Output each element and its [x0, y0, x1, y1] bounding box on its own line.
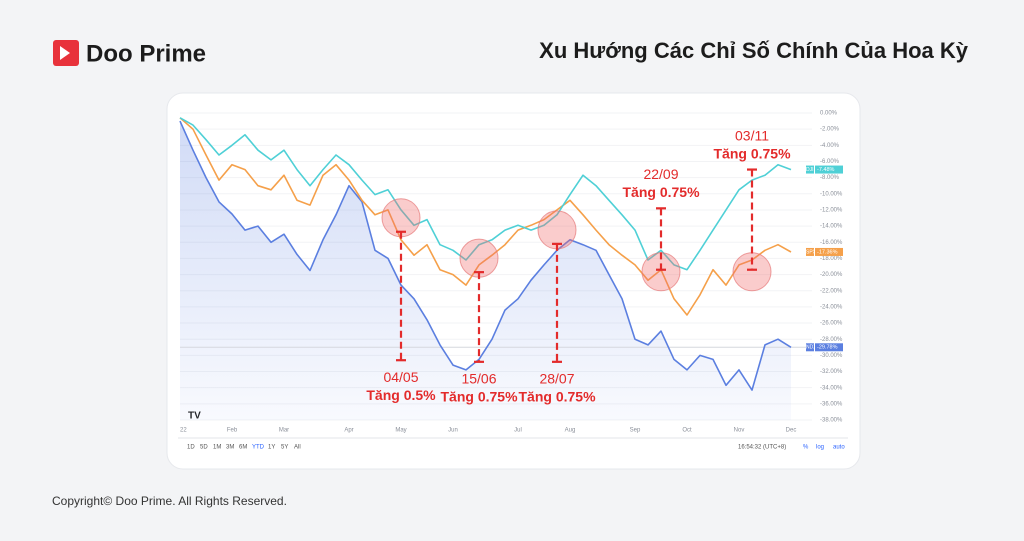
y-tick-label: -4.00%: [820, 143, 840, 149]
y-tick-label: -14.00%: [820, 224, 843, 230]
range-button[interactable]: YTD: [252, 445, 265, 451]
y-tick-label: -24.00%: [820, 304, 843, 310]
y-tick-label: -10.00%: [820, 191, 843, 197]
range-button[interactable]: 5D: [200, 445, 208, 451]
series-tag: -29.78%: [817, 345, 838, 351]
logo-arrow: [60, 46, 70, 60]
series-name: DJI: [806, 167, 814, 173]
price-tag: [806, 343, 814, 352]
x-tick-label: Mar: [279, 428, 289, 434]
y-tick-label: 0.00%: [820, 111, 838, 117]
annotation-text: Tăng 0.5%: [366, 387, 436, 403]
y-tick-label: -26.00%: [820, 321, 843, 327]
y-tick-label: -34.00%: [820, 385, 843, 391]
series-tag: -7.48%: [817, 167, 835, 173]
line: [179, 117, 792, 316]
range-button[interactable]: 5Y: [281, 445, 288, 451]
x-tick-label: Feb: [227, 428, 238, 434]
price-tag-value: [815, 165, 843, 174]
annotation-date: 03/11: [735, 127, 769, 143]
x-tick-label: Jul: [514, 428, 522, 434]
price-tag: [806, 165, 814, 174]
y-tick-label: -18.00%: [820, 256, 843, 262]
range-button[interactable]: 3M: [226, 445, 234, 451]
x-tick-label: Apr: [344, 428, 353, 434]
y-tick-label: -6.00%: [820, 159, 840, 165]
x-tick-label: Jun: [448, 428, 458, 434]
y-tick-label: -8.00%: [820, 175, 840, 181]
line: [179, 120, 792, 391]
y-tick-label: -32.00%: [820, 369, 843, 375]
y-tick-label: -20.00%: [820, 272, 843, 278]
annotation-date: 22/09: [643, 166, 678, 182]
y-tick-label: -12.00%: [820, 208, 843, 214]
annotation-text: Tăng 0.75%: [440, 389, 518, 405]
range-button[interactable]: 1D: [187, 445, 195, 451]
y-tick-label: -28.00%: [820, 337, 843, 343]
range-button[interactable]: 1Y: [268, 445, 275, 451]
x-tick-label: Nov: [734, 428, 745, 434]
annotation-date: 15/06: [461, 371, 496, 387]
price-tag: [806, 247, 814, 256]
scale-option[interactable]: auto: [833, 445, 845, 451]
price-tag-value: [815, 247, 843, 256]
annotation-text: Tăng 0.75%: [622, 184, 700, 200]
range-button[interactable]: 6M: [239, 445, 247, 451]
price-tag-value: [815, 343, 843, 352]
y-tick-label: -30.00%: [820, 353, 843, 359]
y-tick-label: -2.00%: [820, 127, 840, 133]
page-title: Xu Hướng Các Chỉ Số Chính Của Hoa Kỳ: [539, 38, 969, 63]
range-button[interactable]: All: [294, 445, 301, 451]
line: [179, 117, 792, 271]
x-tick-label: Sep: [630, 428, 641, 434]
x-tick-label: Aug: [565, 428, 576, 434]
x-tick-label: Dec: [786, 428, 797, 434]
series-name: SPX: [806, 249, 817, 255]
y-tick-label: -38.00%: [820, 418, 843, 424]
annotation-text: Tăng 0.75%: [713, 145, 791, 161]
annotation-date: 28/07: [539, 371, 574, 387]
time-label: 16:54:32 (UTC+8): [738, 445, 786, 451]
x-tick-label: Oct: [682, 428, 692, 434]
scale-option[interactable]: %: [803, 445, 809, 451]
x-tick-label: 22: [180, 428, 187, 434]
y-tick-label: -22.00%: [820, 288, 843, 294]
brand: Doo Prime: [86, 40, 206, 67]
logo: [53, 40, 79, 66]
area: [180, 121, 791, 420]
annotation-date: 04/05: [383, 369, 418, 385]
y-tick-label: -16.00%: [820, 240, 843, 246]
range-button[interactable]: 1M: [213, 445, 221, 451]
annotation-text: Tăng 0.75%: [518, 389, 596, 405]
copyright: Copyright© Doo Prime. All Rights Reserve…: [52, 494, 287, 508]
series-name: NDX: [806, 345, 817, 351]
x-tick-label: May: [395, 428, 406, 434]
scale-option[interactable]: log: [816, 445, 824, 451]
y-tick-label: -36.00%: [820, 401, 843, 407]
series-tag: -17.36%: [817, 249, 838, 255]
